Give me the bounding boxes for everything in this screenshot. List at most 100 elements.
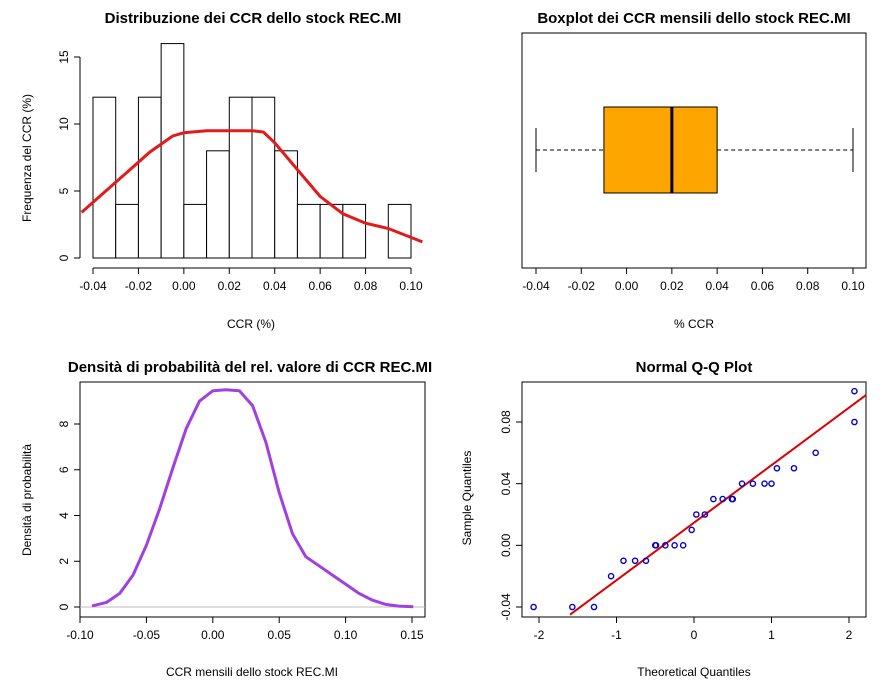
density-y-tick-label-3: 6 [57,466,71,473]
density-y-tick-label-1: 2 [57,558,71,565]
density-x-tick-label-0: -0.10 [66,628,94,642]
histogram-x-tick-label-3: 0.02 [218,279,242,293]
histogram-bar-0 [92,96,117,259]
density-title: Densità di probabilità del rel. valore d… [68,359,432,376]
density-y-tick-label-4: 8 [57,420,71,427]
qq-reference-line [569,394,867,616]
density-panel: Densità di probabilità del rel. valore d… [20,359,432,679]
boxplot-x-tick-label-5: 0.06 [751,279,775,293]
histogram-y-ticks: 0 5 10 15 [57,50,80,261]
boxplot-x-tick-label-6: 0.08 [796,279,820,293]
boxplot-x-tick-label-7: 0.10 [841,279,865,293]
histogram-bar-9 [296,203,321,259]
qq-point-26 [651,542,659,549]
boxplot-x-ticks: -0.04 -0.02 0.00 0.02 0.04 0.06 0.08 0.10 [522,268,865,293]
density-x-tick-label-4: 0.10 [334,628,358,642]
histogram-kde-line [80,129,423,244]
qq-point-24 [729,495,737,503]
density-x-tick-label-5: 0.15 [400,628,424,642]
histogram-x-tick-label-1: -0.02 [125,279,153,293]
histogram-panel: Distribuzione dei CCR dello stock REC.MI… [20,10,423,331]
density-line [91,388,414,609]
qq-y-tick-label-2: 0.04 [499,472,513,496]
histogram-x-tick-label-6: 0.08 [354,279,378,293]
histogram-x-ticks: -0.04 -0.02 0.00 0.02 0.04 0.06 0.08 0.10 [79,268,423,293]
boxplot-x-tick-label-1: -0.02 [568,279,596,293]
qq-point-10 [679,542,687,549]
histogram-x-tick-label-4: 0.04 [263,279,287,293]
qq-x-label: Theoretical Quantiles [637,665,750,679]
histogram-bar-6 [228,96,253,259]
histogram-bar-2 [137,96,162,259]
histogram-bar-3 [160,43,185,259]
histogram-title: Distribuzione dei CCR dello stock REC.MI [105,10,402,27]
boxplot-frame [521,32,867,269]
density-y-tick-label-0: 0 [57,603,71,610]
qq-point-18 [749,480,757,487]
boxplot-panel: Boxplot dei CCR mensili dello stock REC.… [521,10,867,331]
qq-point-20 [773,464,781,472]
qq-point-3 [607,572,615,580]
qq-point-21 [790,464,798,472]
histogram-bar-4 [183,203,208,259]
qq-y-tick-label-0: -0.04 [499,593,513,621]
boxplot-box [603,106,718,194]
qq-point-1 [569,603,576,611]
density-x-tick-label-1: -0.05 [133,628,161,642]
qq-y-label: Sample Quantiles [460,451,474,546]
qq-panel: Normal Q-Q Plot -2 -1 0 1 2 -0.04 0.00 0.04 0.0… [460,359,867,679]
density-x-label: CCR mensili dello stock REC.MI [166,665,338,679]
qq-y-tick-label-1: 0.00 [499,533,513,557]
qq-x-tick-label-3: 1 [768,628,775,642]
density-x-ticks: -0.10 -0.05 0.00 0.05 0.10 0.15 [66,617,424,642]
histogram-bar-11 [342,203,367,259]
qq-point-22 [812,449,819,457]
histogram-y-tick-label-2: 10 [57,117,71,131]
boxplot-x-tick-label-3: 0.02 [660,279,684,293]
qq-point-14 [710,495,717,503]
histogram-bar-5 [206,150,230,259]
qq-point-4 [620,557,627,565]
histogram-x-tick-label-7: 0.10 [399,279,423,293]
qq-point-0 [530,603,537,611]
histogram-bars [92,43,412,259]
qq-point-27 [851,387,858,395]
density-y-label: Densità di probabilità [20,444,34,556]
qq-points [530,387,858,611]
qq-point-2 [590,603,598,611]
qq-x-tick-label-1: -1 [611,628,622,642]
histogram-x-tick-label-0: -0.04 [79,279,107,293]
qq-x-tick-label-2: 0 [691,628,698,642]
histogram-x-tick-label-5: 0.06 [308,279,332,293]
qq-point-19 [761,480,768,487]
qq-point-8 [662,542,669,549]
qq-frame [521,381,867,618]
histogram-y-tick-label-3: 15 [57,50,71,64]
histogram-y-label: Frequenza del CCR (%) [20,94,34,222]
boxplot-x-tick-label-0: -0.04 [522,279,550,293]
histogram-bar-7 [251,96,276,259]
histogram-y-tick-label-1: 5 [57,187,71,194]
histogram-y-tick-label-0: 0 [57,254,71,261]
qq-x-ticks: -2 -1 0 1 2 [534,617,853,642]
boxplot-x-label: % CCR [674,317,714,331]
qq-y-tick-label-3: 0.08 [499,410,513,434]
density-y-tick-label-2: 4 [57,512,71,519]
qq-y-ticks: -0.04 0.00 0.04 0.08 [499,410,522,621]
qq-point-6 [642,557,650,565]
qq-point-5 [631,557,639,565]
histogram-bar-1 [115,203,139,259]
qq-title: Normal Q-Q Plot [636,359,753,376]
qq-point-25 [768,480,775,487]
qq-point-15 [719,495,726,503]
histogram-x-tick-label-2: 0.00 [172,279,196,293]
density-x-tick-label-2: 0.00 [201,628,225,642]
boxplot-title: Boxplot dei CCR mensili dello stock REC.… [537,10,850,27]
qq-point-11 [688,526,695,534]
qq-point-12 [693,511,700,518]
qq-x-tick-label-0: -2 [534,628,545,642]
boxplot-x-tick-label-2: 0.00 [615,279,639,293]
histogram-bar-13 [387,203,412,259]
density-frame [79,381,426,618]
